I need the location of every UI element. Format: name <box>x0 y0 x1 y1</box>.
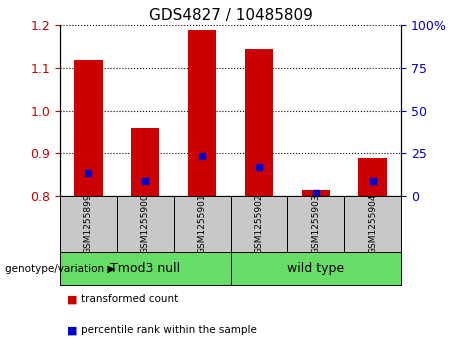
Text: genotype/variation ▶: genotype/variation ▶ <box>5 264 115 274</box>
Text: GSM1255899: GSM1255899 <box>84 194 93 254</box>
Bar <box>188 30 216 196</box>
Text: ■: ■ <box>67 294 77 305</box>
Text: Tmod3 null: Tmod3 null <box>110 262 180 275</box>
Text: GSM1255903: GSM1255903 <box>311 194 320 254</box>
Bar <box>358 158 387 196</box>
Text: transformed count: transformed count <box>81 294 178 305</box>
Bar <box>174 196 230 252</box>
Title: GDS4827 / 10485809: GDS4827 / 10485809 <box>148 8 313 23</box>
Bar <box>74 60 102 196</box>
Bar <box>230 196 287 252</box>
Bar <box>245 49 273 196</box>
Bar <box>60 196 117 252</box>
Bar <box>301 189 330 196</box>
Bar <box>287 196 344 252</box>
Bar <box>230 252 401 285</box>
Bar <box>344 196 401 252</box>
Bar <box>117 196 174 252</box>
Text: wild type: wild type <box>287 262 344 275</box>
Text: GSM1255902: GSM1255902 <box>254 194 263 254</box>
Text: GSM1255904: GSM1255904 <box>368 194 377 254</box>
Text: percentile rank within the sample: percentile rank within the sample <box>81 325 257 335</box>
Bar <box>131 128 160 196</box>
Text: GSM1255901: GSM1255901 <box>198 194 207 254</box>
Bar <box>60 252 230 285</box>
Text: ■: ■ <box>67 325 77 335</box>
Text: GSM1255900: GSM1255900 <box>141 194 150 254</box>
